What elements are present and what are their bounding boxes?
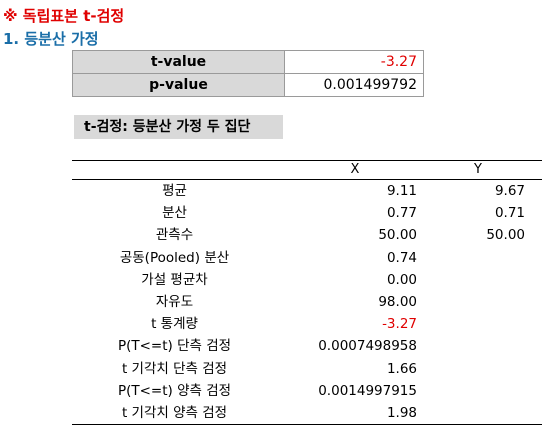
- row-label[interactable]: P(T<=t) 단측 검정: [117, 338, 232, 355]
- table-row: t 기각치 단측 검정 1.66: [72, 358, 542, 380]
- p-value-row: p-value 0.001499792: [72, 73, 424, 97]
- x-value-cell[interactable]: 50.00: [378, 227, 417, 244]
- table-row: P(T<=t) 양측 검정 0.0014997915: [72, 380, 542, 402]
- column-header-y[interactable]: Y: [474, 162, 482, 177]
- x-value-cell[interactable]: 0.0007498958: [318, 338, 417, 355]
- t-value-cell[interactable]: -3.27: [284, 50, 424, 74]
- table-row: t 기각치 양측 검정 1.98: [72, 402, 542, 424]
- x-value-cell[interactable]: 0.0014997915: [318, 382, 417, 399]
- x-value-cell[interactable]: 0.77: [386, 205, 417, 222]
- row-label[interactable]: 공동(Pooled) 분산: [119, 249, 230, 266]
- table-row: 가설 평균차 0.00: [72, 269, 542, 291]
- results-header-row: X Y: [72, 160, 542, 180]
- p-value-cell[interactable]: 0.001499792: [284, 73, 424, 97]
- x-value-cell[interactable]: 1.98: [386, 404, 417, 421]
- row-label[interactable]: t 통계량: [151, 316, 198, 333]
- summary-table: t-value -3.27 p-value 0.001499792: [72, 50, 424, 97]
- ttest-section-header[interactable]: t-검정: 등분산 가정 두 집단: [74, 115, 283, 139]
- p-value-label[interactable]: p-value: [72, 73, 285, 97]
- t-value-row: t-value -3.27: [72, 50, 424, 74]
- row-label[interactable]: t 기각치 단측 검정: [121, 360, 228, 377]
- table-row: 평균 9.11 9.67: [72, 180, 542, 202]
- x-value-cell[interactable]: 1.66: [386, 360, 417, 377]
- x-value-cell[interactable]: 0.74: [386, 249, 417, 266]
- y-value-cell[interactable]: 50.00: [486, 227, 525, 244]
- x-value-cell[interactable]: 9.11: [386, 183, 417, 199]
- table-row: 관측수 50.00 50.00: [72, 224, 542, 246]
- results-table: X Y 평균 9.11 9.67 분산 0.77 0.71 관측수 50.00 50.00 공동(…: [72, 160, 542, 426]
- row-label[interactable]: 분산: [162, 205, 187, 222]
- x-value-cell[interactable]: 98.00: [378, 293, 417, 310]
- y-value-cell[interactable]: 9.67: [494, 183, 525, 199]
- column-header-x[interactable]: X: [350, 162, 360, 177]
- table-row: t 통계량 -3.27: [72, 313, 542, 335]
- row-label[interactable]: 가설 평균차: [141, 271, 208, 288]
- row-label[interactable]: 관측수: [155, 227, 194, 244]
- table-row: 자유도 98.00: [72, 291, 542, 313]
- row-label[interactable]: t 기각치 양측 검정: [121, 404, 228, 421]
- table-row: 분산 0.77 0.71: [72, 202, 542, 224]
- table-row: P(T<=t) 단측 검정 0.0007498958: [72, 335, 542, 357]
- x-value-cell[interactable]: 0.00: [386, 271, 417, 288]
- table-row: 공동(Pooled) 분산 0.74: [72, 247, 542, 269]
- section-subtitle: 1. 등분산 가정: [3, 30, 99, 48]
- row-label[interactable]: 자유도: [155, 293, 194, 310]
- sheet-title: ※ 독립표본 t-검정: [3, 7, 125, 25]
- row-label[interactable]: 평균: [162, 183, 187, 199]
- results-body: 평균 9.11 9.67 분산 0.77 0.71 관측수 50.00 50.00 공동(Pool…: [72, 180, 542, 426]
- row-label[interactable]: P(T<=t) 양측 검정: [117, 382, 232, 399]
- t-value-label[interactable]: t-value: [72, 50, 285, 74]
- x-value-cell[interactable]: -3.27: [382, 316, 417, 333]
- y-value-cell[interactable]: 0.71: [494, 205, 525, 222]
